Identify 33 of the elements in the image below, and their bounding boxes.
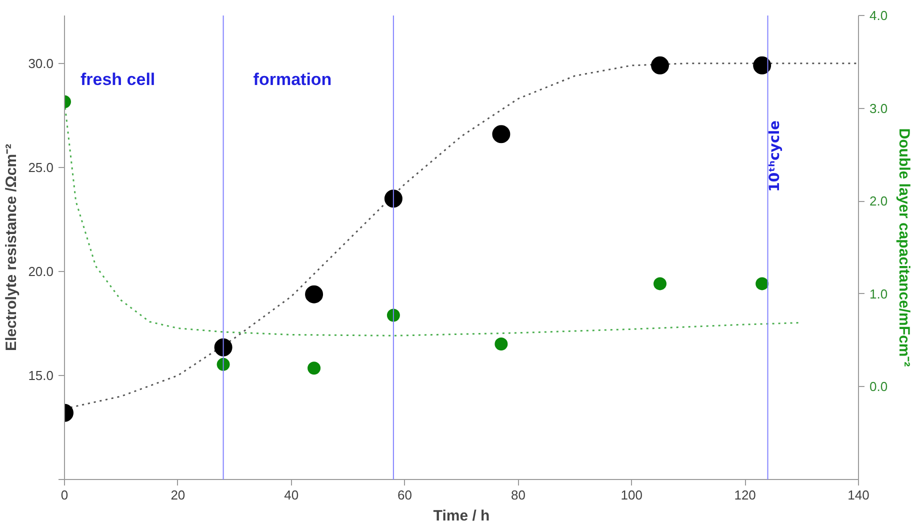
point: [305, 285, 324, 304]
y2-tick-label: 0.0: [870, 379, 888, 394]
x-tick-label: 20: [170, 488, 186, 502]
point: [308, 362, 321, 375]
x-tick-label: 80: [510, 488, 526, 502]
point: [214, 338, 232, 356]
point: [651, 56, 669, 74]
y2-tick-label: 1.0: [870, 286, 888, 302]
point: [756, 277, 769, 290]
x-tick-label: 0: [60, 488, 68, 502]
y2-tick-label: 2.0: [870, 194, 888, 209]
x-tick-label: 60: [398, 488, 412, 502]
x-tick-label: 40: [284, 488, 299, 502]
y-tick-label: 30.0: [28, 56, 54, 71]
point: [492, 125, 510, 144]
y-axis-title: Electrolyte resistance /Ωcm⁻²: [3, 144, 20, 352]
x-tick-label: 100: [620, 488, 642, 502]
x-tick-label: 140: [848, 488, 870, 502]
annotation: formation: [253, 70, 332, 89]
x-tick-label: 120: [734, 488, 756, 502]
y-tick-label: 25.0: [28, 160, 54, 175]
x-axis-title: Time / h: [433, 508, 490, 524]
y-tick-label: 20.0: [28, 264, 54, 279]
annotation: fresh cell: [80, 70, 156, 89]
point: [384, 190, 402, 208]
ref-line-label: 10ᵗʰcycle: [766, 120, 783, 192]
point: [753, 56, 772, 74]
y2-axis-title: Double layer capacitance/mFcm⁻²: [896, 128, 913, 367]
y-tick-label: 15.0: [28, 368, 54, 383]
y2-tick-label: 4.0: [870, 8, 888, 23]
y2-tick-label: 3.0: [870, 100, 888, 116]
point: [494, 338, 508, 350]
point: [654, 277, 666, 290]
